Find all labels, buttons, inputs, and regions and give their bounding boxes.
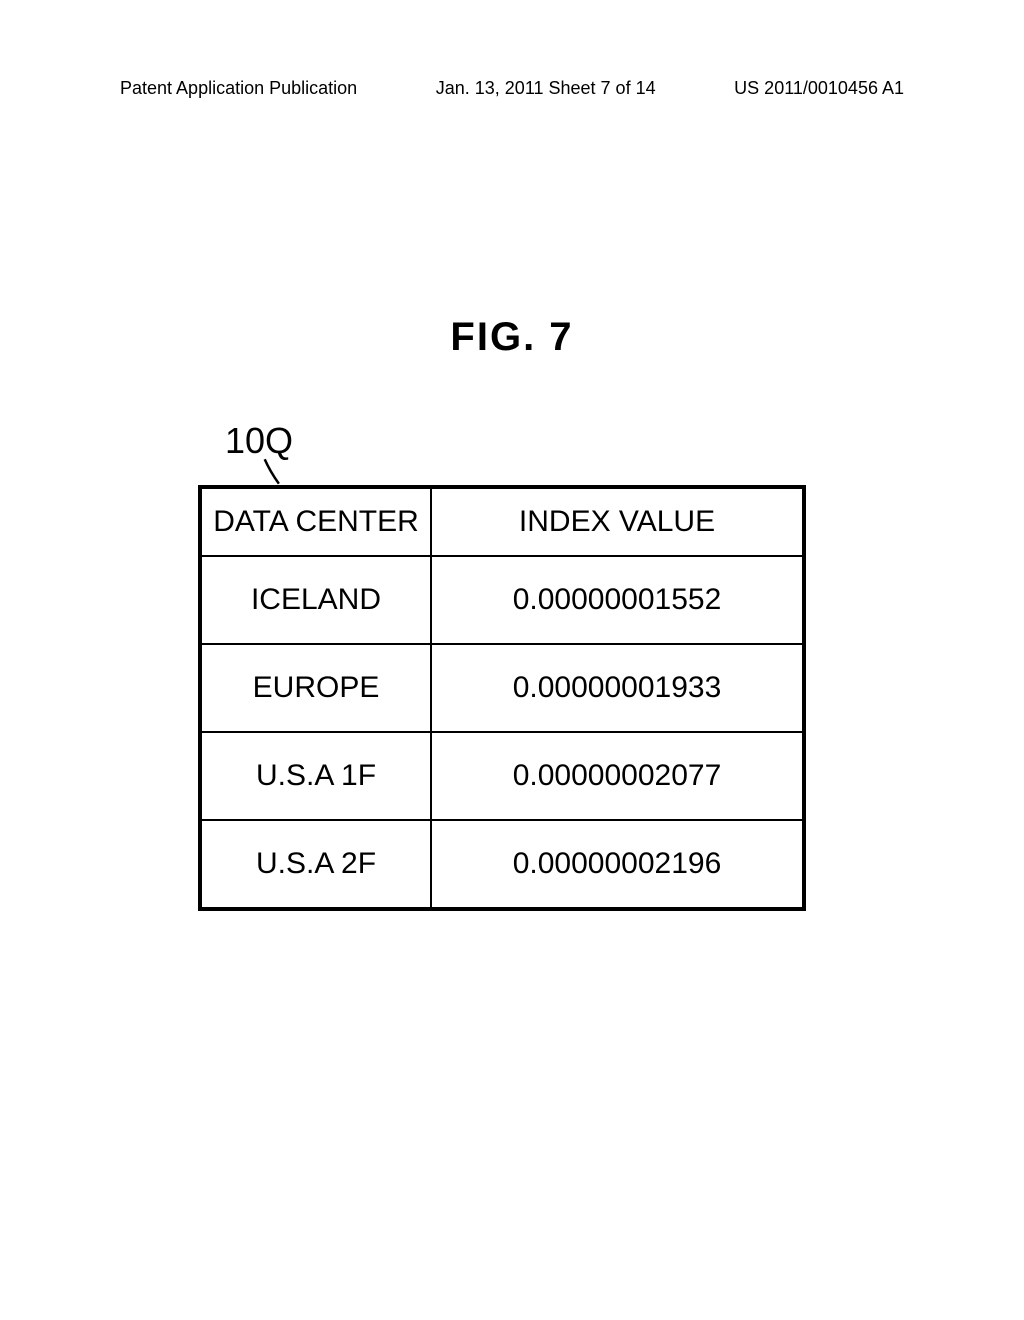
table-row: ICELAND 0.00000001552 [200,556,804,644]
cell-index-value: 0.00000001552 [431,556,804,644]
cell-index-value: 0.00000001933 [431,644,804,732]
table-header-row: DATA CENTER INDEX VALUE [200,487,804,556]
column-header-index-value: INDEX VALUE [431,487,804,556]
table-row: U.S.A 2F 0.00000002196 [200,820,804,909]
cell-data-center: ICELAND [200,556,431,644]
page-header: Patent Application Publication Jan. 13, … [120,78,904,99]
cell-index-value: 0.00000002196 [431,820,804,909]
figure-title: FIG. 7 [0,315,1024,360]
cell-data-center: U.S.A 2F [200,820,431,909]
table-row: EUROPE 0.00000001933 [200,644,804,732]
cell-index-value: 0.00000002077 [431,732,804,820]
reference-numeral: 10Q [225,420,293,462]
column-header-data-center: DATA CENTER [200,487,431,556]
cell-data-center: EUROPE [200,644,431,732]
header-date-sheet: Jan. 13, 2011 Sheet 7 of 14 [436,78,656,99]
index-value-table: DATA CENTER INDEX VALUE ICELAND 0.000000… [198,485,806,911]
cell-data-center: U.S.A 1F [200,732,431,820]
header-publication-type: Patent Application Publication [120,78,357,99]
table-row: U.S.A 1F 0.00000002077 [200,732,804,820]
header-publication-number: US 2011/0010456 A1 [734,78,904,99]
